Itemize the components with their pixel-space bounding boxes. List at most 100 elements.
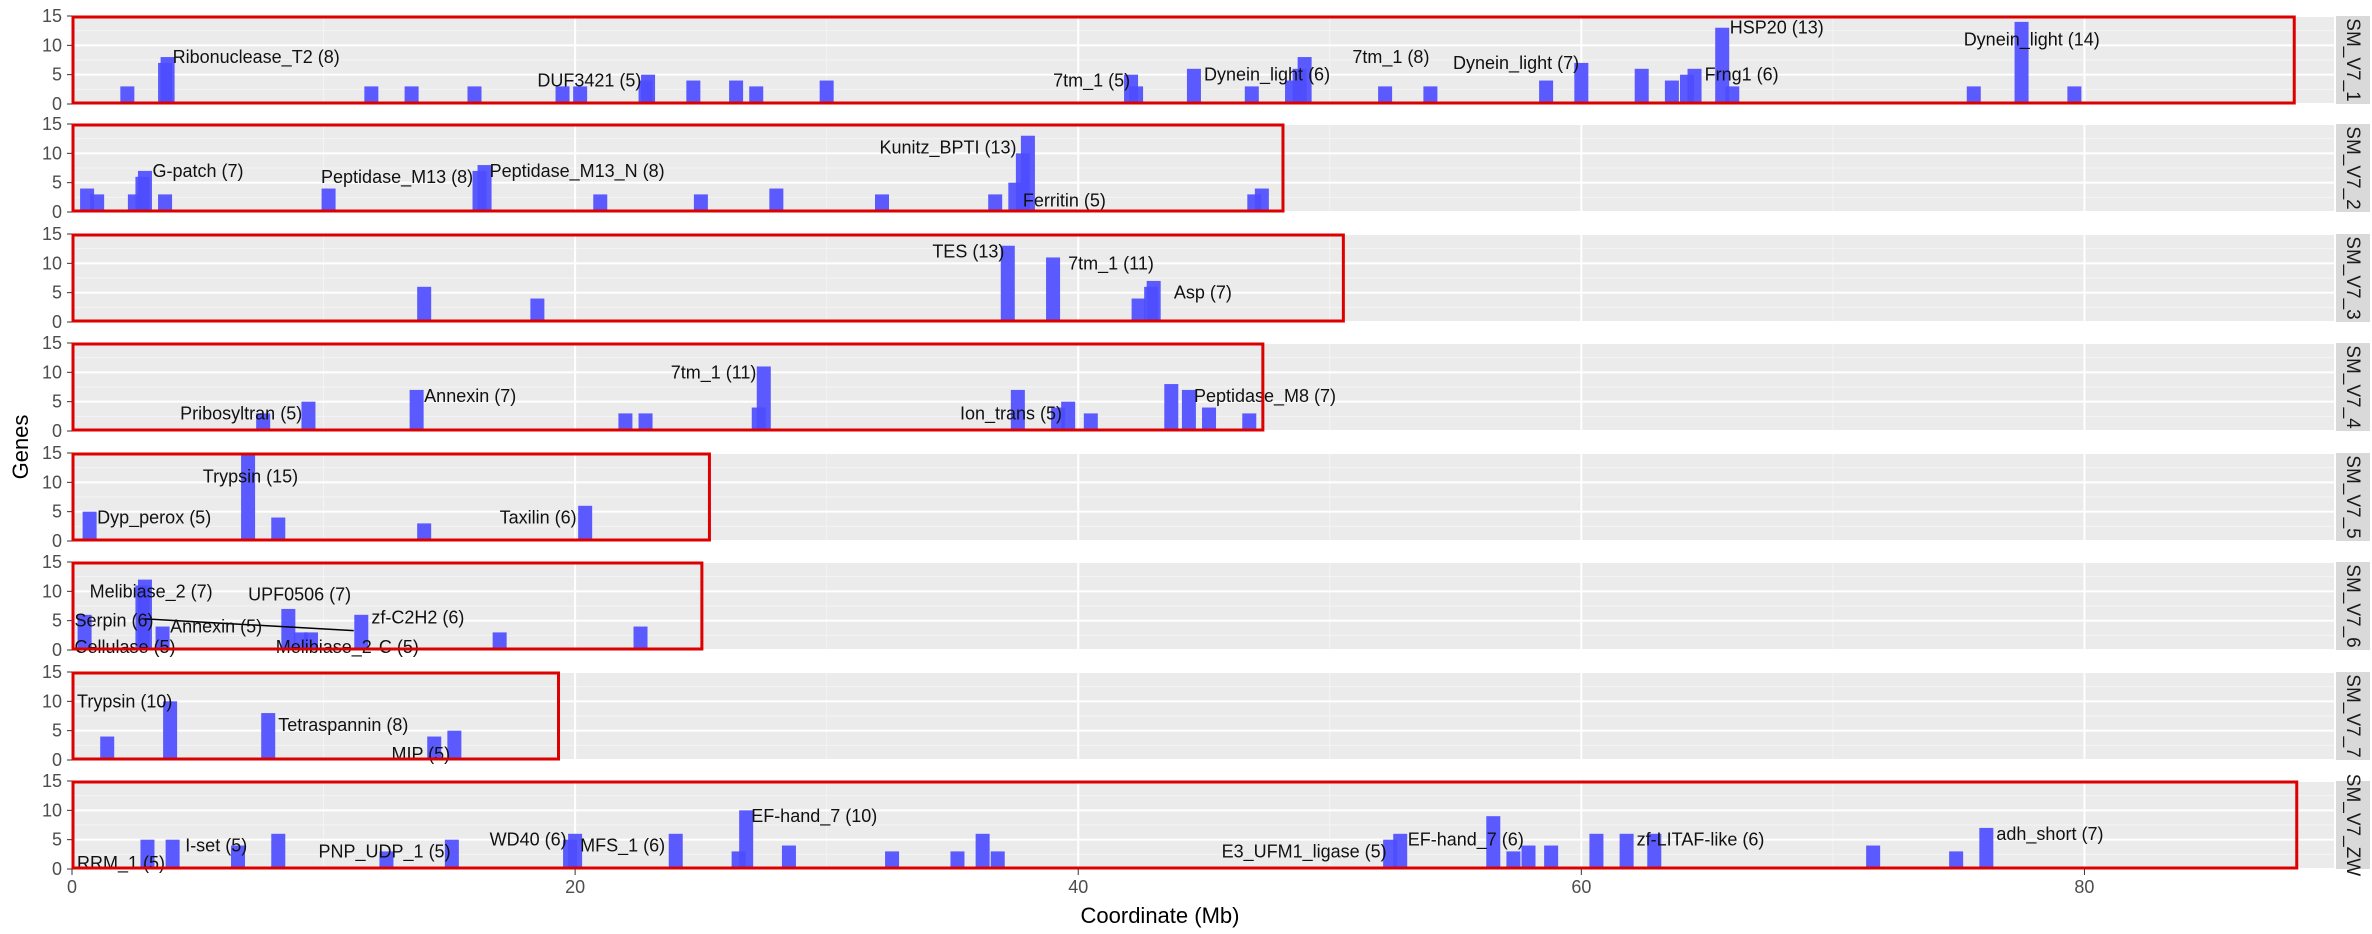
bar	[530, 298, 545, 322]
bar-label: DUF3421 (5)	[537, 71, 641, 91]
y-tick-label: 10	[42, 581, 62, 601]
bar	[1423, 86, 1438, 104]
facet-strip-label: SM_V7_7	[2342, 674, 2363, 757]
bar	[1979, 827, 1994, 869]
bar-label: 7tm_1 (5)	[1053, 71, 1130, 92]
bar	[1634, 68, 1649, 104]
bar	[1521, 845, 1536, 869]
bar-label: Trypsin (15)	[203, 466, 298, 486]
bar	[120, 86, 135, 104]
facet-strip	[2336, 343, 2370, 431]
bar	[1539, 80, 1554, 104]
bar-label: Frng1 (6)	[1705, 65, 1779, 85]
bar-label: Peptidase_M8 (7)	[1194, 386, 1336, 407]
bar-label: Ferritin (5)	[1023, 190, 1106, 210]
facet-strip-label: SM_V7_3	[2342, 236, 2363, 319]
bar-label: EF-hand_7 (10)	[751, 806, 877, 827]
bar	[1725, 86, 1740, 104]
facet-strip-label: SM_V7_1	[2342, 18, 2363, 101]
y-tick-label: 5	[52, 173, 62, 193]
bar	[303, 632, 318, 650]
chromosome-extent-box	[71, 671, 561, 761]
facet-strip	[2336, 124, 2370, 212]
bar	[633, 626, 648, 650]
bar	[1146, 280, 1161, 322]
bar	[555, 86, 570, 104]
bar	[1574, 62, 1589, 104]
bar	[364, 86, 379, 104]
bar	[1083, 413, 1098, 431]
x-tick-label: 20	[565, 877, 585, 897]
y-tick-label: 15	[42, 6, 62, 26]
bar-label: Cellulase (5)	[75, 637, 176, 657]
y-tick-label: 5	[52, 830, 62, 850]
bar	[1000, 245, 1015, 322]
bar	[578, 505, 593, 541]
bar-label: Dynein_light (14)	[1964, 29, 2100, 50]
chromosome-extent-box	[71, 452, 711, 542]
bar	[1544, 845, 1559, 869]
bar	[729, 80, 744, 104]
bar	[573, 86, 588, 104]
bar	[379, 851, 394, 869]
bar	[1129, 86, 1144, 104]
facet-strip-label: SM_V7_ZW	[2342, 774, 2363, 876]
bar	[1020, 135, 1035, 212]
bar-label: Asp (7)	[1174, 283, 1232, 303]
bar	[1393, 833, 1408, 869]
x-tick-label: 80	[2074, 877, 2094, 897]
y-tick-label: 10	[42, 35, 62, 55]
y-tick-label: 0	[52, 859, 62, 879]
bar	[1186, 68, 1201, 104]
bar	[975, 833, 990, 869]
bar	[404, 86, 419, 104]
bar	[1046, 257, 1061, 322]
y-tick-label: 10	[42, 800, 62, 820]
bar	[819, 80, 834, 104]
bar	[1181, 389, 1196, 431]
y-tick-label: 0	[52, 531, 62, 551]
chromosome-extent-box	[71, 561, 704, 651]
bar-label: RRM_1 (5)	[77, 853, 165, 874]
bar	[2067, 86, 2082, 104]
bar-label: Annexin (7)	[424, 386, 516, 406]
bar-label: MIP (5)	[391, 744, 450, 764]
bar	[163, 701, 178, 760]
label-connector	[144, 618, 354, 632]
bar-label: I-set (5)	[185, 836, 247, 856]
bar-label: 7tm_1 (11)	[1068, 253, 1154, 274]
bar	[241, 453, 256, 541]
bar	[1506, 851, 1521, 869]
bar-label: E3_UFM1_ligase (5)	[1222, 841, 1387, 862]
y-tick-label: 10	[42, 143, 62, 163]
bar	[256, 413, 271, 431]
bar	[568, 833, 583, 869]
panel-sm-v7-5: 0 5 10 15 Dyp_perox (5) Trypsin (15) Taxilin (…	[42, 443, 2370, 551]
y-tick-label: 5	[52, 392, 62, 412]
x-tick-label: 0	[67, 877, 77, 897]
y-tick-label: 0	[52, 94, 62, 114]
panel-sm-v7-2: 0 5 10 15 G-patch (7) Peptidase_M13 (8) Peptid…	[42, 114, 2370, 222]
bar	[1061, 401, 1076, 431]
bar	[492, 632, 507, 650]
bar	[261, 713, 276, 760]
bar-label: TES (13)	[932, 242, 1004, 262]
bar	[1949, 851, 1964, 869]
bar	[281, 608, 296, 650]
bar-label: MFS_1 (6)	[580, 836, 665, 857]
bar	[1589, 833, 1604, 869]
chromosome-extent-box	[71, 233, 1345, 323]
bar-label: C (5)	[379, 637, 419, 657]
y-axis-title: Genes	[8, 415, 33, 480]
panel-sm-v7-zw: 0 5 10 15 RRM_1 (5) I-set (5) PNP_UDP_1 (5) WD4…	[42, 771, 2370, 879]
bar	[1202, 407, 1217, 431]
bar	[165, 839, 180, 869]
bar-label: WD40 (6)	[490, 830, 567, 850]
bar-label: Dynein_light (6)	[1204, 65, 1330, 86]
facet-strip	[2336, 453, 2370, 541]
bar-label: HSP20 (13)	[1730, 18, 1824, 38]
bar	[1486, 816, 1501, 869]
bar-label: Annexin (5)	[170, 617, 262, 637]
bar	[477, 165, 492, 212]
